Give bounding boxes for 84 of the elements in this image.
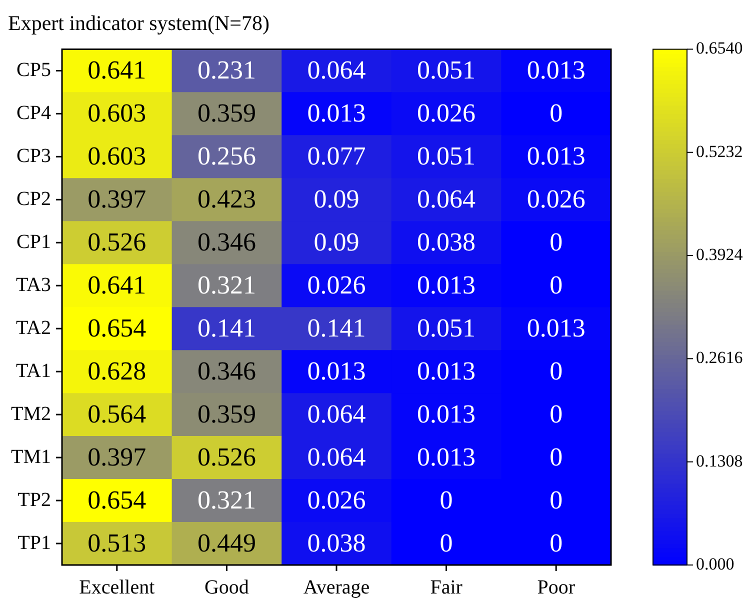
data-label: 0.013 <box>526 313 586 342</box>
data-label: 0.564 <box>88 399 146 428</box>
data-label: 0 <box>550 98 563 128</box>
data-label: 0 <box>440 528 453 558</box>
y-tick-label: CP3 <box>16 144 51 167</box>
data-label: 0.654 <box>88 313 146 342</box>
data-label: 0.526 <box>197 442 256 472</box>
data-label: 0.09 <box>314 227 360 256</box>
data-label: 0.654 <box>88 485 146 514</box>
data-label: 0.359 <box>197 399 256 428</box>
data-label: 0.038 <box>417 227 476 256</box>
y-tick-label: TP2 <box>18 488 51 511</box>
data-label: 0 <box>440 485 453 514</box>
x-tick-label: Poor <box>537 576 576 598</box>
y-tick-label: CP1 <box>16 230 51 253</box>
data-label: 0 <box>550 227 563 256</box>
y-tick-label: TM2 <box>11 402 51 425</box>
data-label: 0.013 <box>526 141 586 170</box>
data-label: 0.423 <box>197 184 256 214</box>
data-label: 0.077 <box>307 141 366 170</box>
y-tick-label: TA2 <box>16 316 51 339</box>
y-tick-label: TA1 <box>16 360 51 382</box>
color-bar-label: 0.1308 <box>696 451 743 470</box>
data-label: 0.013 <box>417 356 476 386</box>
data-label: 0 <box>550 270 563 300</box>
data-label: 0.051 <box>417 56 476 85</box>
data-label: 0.013 <box>526 56 586 85</box>
data-label: 0.321 <box>197 485 256 514</box>
data-label: 0.346 <box>197 356 256 386</box>
data-label: 0.141 <box>307 313 366 342</box>
color-bar-label: 0.6540 <box>696 38 743 58</box>
data-label: 0.346 <box>197 227 256 256</box>
chart-title: Expert indicator system(N=78) <box>8 11 270 36</box>
data-label: 0 <box>550 485 563 514</box>
data-label: 0.603 <box>88 98 146 128</box>
data-label: 0.013 <box>307 98 366 128</box>
data-label: 0.026 <box>307 485 366 514</box>
data-label: 0.641 <box>88 270 146 300</box>
y-tick-label: CP4 <box>16 102 51 124</box>
data-label: 0.064 <box>307 399 366 428</box>
x-tick-label: Excellent <box>79 576 156 598</box>
y-tick-label: CP2 <box>16 188 51 210</box>
x-tick-label: Average <box>303 576 370 598</box>
data-label: 0.641 <box>88 56 146 85</box>
data-label: 0.064 <box>307 442 366 472</box>
data-label: 0.397 <box>88 442 146 472</box>
x-tick-label: Fair <box>430 576 463 598</box>
y-tick-label: TM1 <box>11 446 51 468</box>
data-label: 0.628 <box>88 356 146 386</box>
data-label: 0.526 <box>88 227 146 256</box>
data-label: 0.603 <box>88 141 146 170</box>
data-label: 0 <box>550 356 563 386</box>
data-label: 0.038 <box>307 528 366 558</box>
data-label: 0.449 <box>197 528 256 558</box>
y-tick-label: CP5 <box>16 58 51 81</box>
color-bar-label: 0.2616 <box>696 348 743 368</box>
data-label: 0.513 <box>88 528 146 558</box>
data-label: 0.397 <box>88 184 146 214</box>
data-label: 0.051 <box>417 313 476 342</box>
data-label: 0.013 <box>307 356 366 386</box>
data-label: 0.013 <box>417 399 476 428</box>
data-label: 0.321 <box>197 270 256 300</box>
data-label: 0.359 <box>197 98 256 128</box>
y-tick-label: TA3 <box>16 274 51 296</box>
data-label: 0 <box>550 399 563 428</box>
x-tick-label: Good <box>204 576 249 598</box>
data-label: 0 <box>550 528 563 558</box>
color-bar-label: 0.5232 <box>696 142 743 161</box>
y-tick-label: TP1 <box>18 532 51 554</box>
color-bar-label: 0.3924 <box>696 244 744 264</box>
data-label: 0.064 <box>307 56 366 85</box>
color-bar-label: 0.000 <box>696 554 734 574</box>
data-label: 0.013 <box>417 270 476 300</box>
data-label: 0 <box>550 442 563 472</box>
data-label: 0.064 <box>417 184 476 214</box>
data-label: 0.231 <box>197 56 256 85</box>
data-label: 0.141 <box>197 313 256 342</box>
data-label: 0.026 <box>307 270 366 300</box>
data-label: 0.09 <box>314 184 360 214</box>
data-label: 0.013 <box>417 442 476 472</box>
data-label: 0.026 <box>417 98 476 128</box>
data-label: 0.256 <box>197 141 256 170</box>
data-label: 0.026 <box>526 184 586 214</box>
data-label: 0.051 <box>417 141 476 170</box>
